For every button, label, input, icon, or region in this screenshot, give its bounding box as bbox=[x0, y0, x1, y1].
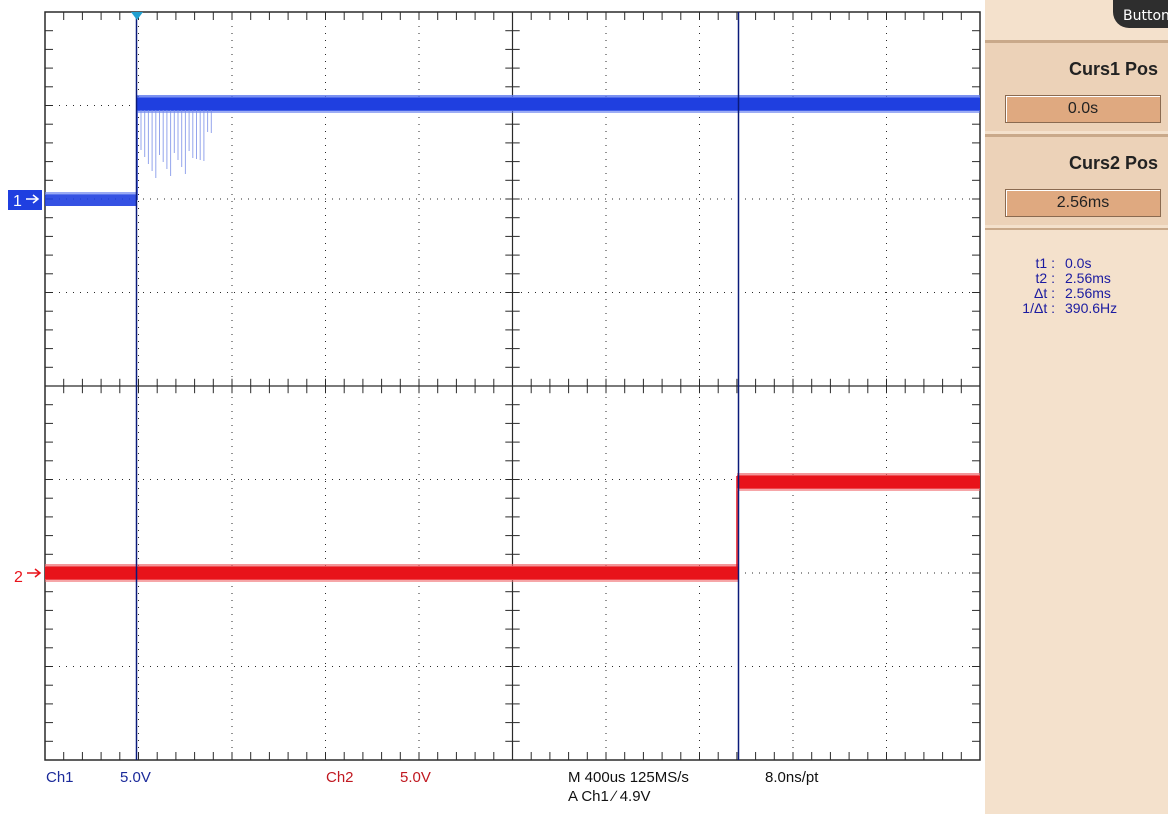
top-button-label: Button bbox=[1123, 8, 1168, 24]
measurement-label: 1/Δt : bbox=[1022, 300, 1055, 316]
top-button-tab[interactable]: Button bbox=[1113, 0, 1168, 28]
divider bbox=[985, 228, 1168, 230]
measurement-label: Δt : bbox=[1033, 285, 1055, 301]
curs2-pos-value: 2.56ms bbox=[1005, 189, 1161, 217]
measurement-value: 2.56ms bbox=[1065, 270, 1111, 286]
measurement-value: 390.6Hz bbox=[1065, 300, 1118, 316]
curs2-pos-title: Curs2 Pos bbox=[1068, 153, 1158, 173]
measurement-frequency: 1/Δt : 390.6Hz bbox=[995, 301, 1165, 316]
divider bbox=[985, 134, 1168, 137]
measurement-label: t1 : bbox=[1035, 255, 1055, 271]
cursor-menu-panel: Button Curs1 Pos 0.0s Curs2 Pos 2.56ms t… bbox=[985, 0, 1168, 814]
ch1-scale: 5.0V bbox=[120, 769, 151, 786]
curs1-pos-value: 0.0s bbox=[1005, 95, 1161, 123]
measurement-label: t2 : bbox=[1035, 270, 1055, 286]
curs1-pos-button[interactable]: Curs1 Pos 0.0s bbox=[985, 43, 1168, 131]
measurement-t2: t2 : 2.56ms bbox=[995, 271, 1165, 286]
ch2-label: Ch2 bbox=[326, 769, 354, 786]
oscilloscope-display: 1 2 Ch1 5.0V Ch2 5.0V M 400us 125MS/s A … bbox=[8, 11, 981, 805]
curs2-pos-button[interactable]: Curs2 Pos 2.56ms bbox=[985, 137, 1168, 225]
resolution-readout: 8.0ns/pt bbox=[765, 769, 819, 786]
measurement-value: 0.0s bbox=[1065, 255, 1092, 271]
cursor-measurements: t1 : 0.0s t2 : 2.56ms Δt : 2.56ms 1/Δt :… bbox=[995, 256, 1165, 316]
ch2-scale: 5.0V bbox=[400, 769, 431, 786]
timebase-readout: M 400us 125MS/s bbox=[568, 769, 689, 786]
divider bbox=[985, 40, 1168, 43]
measurement-delta-t: Δt : 2.56ms bbox=[995, 286, 1165, 301]
ch1-label: Ch1 bbox=[46, 769, 74, 786]
measurement-value: 2.56ms bbox=[1065, 285, 1111, 301]
graticule bbox=[44, 11, 981, 761]
curs1-pos-title: Curs1 Pos bbox=[1068, 59, 1158, 79]
measurement-t1: t1 : 0.0s bbox=[995, 256, 1165, 271]
trigger-readout: A Ch1 ∕ 4.9V bbox=[568, 788, 651, 805]
